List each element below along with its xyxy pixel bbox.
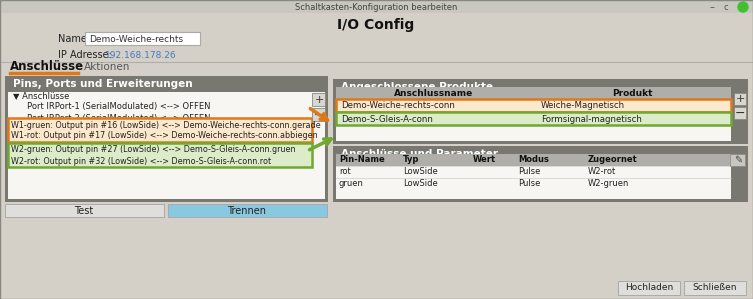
Bar (85, 32, 200, 45)
Text: W2-rot: Output pin #32 (LowSide) <--> Demo-S-Gleis-A-conn.rot: W2-rot: Output pin #32 (LowSide) <--> De… (11, 156, 271, 166)
Text: Formsignal-magnetisch: Formsignal-magnetisch (541, 115, 642, 123)
Text: Anschlüsse und Parameter: Anschlüsse und Parameter (341, 149, 498, 159)
Bar (336, 166, 731, 178)
Bar (734, 93, 746, 105)
Bar (336, 162, 731, 199)
Bar (333, 79, 748, 144)
Text: Zugeornet: Zugeornet (588, 155, 638, 164)
Bar (8, 92, 325, 199)
Text: Pulse: Pulse (518, 179, 541, 188)
Bar (0, 0, 753, 13)
Text: Schließen: Schließen (693, 283, 737, 292)
Bar (336, 178, 731, 190)
Bar (336, 87, 731, 99)
Bar (5, 76, 328, 202)
Text: rot: rot (339, 167, 351, 176)
Bar (730, 154, 745, 166)
Text: W1-gruen: Output pin #16 (LowSide) <--> Demo-Weiche-rechts-conn.gerade: W1-gruen: Output pin #16 (LowSide) <--> … (11, 120, 321, 129)
Text: Pin-Name: Pin-Name (339, 155, 385, 164)
Text: Demo-Weiche-rechts-conn: Demo-Weiche-rechts-conn (341, 101, 455, 111)
Text: Trennen: Trennen (227, 205, 267, 216)
Bar (336, 99, 731, 112)
Bar (312, 108, 325, 121)
Text: LowSide: LowSide (403, 179, 437, 188)
Text: Angeschlossene Produkte: Angeschlossene Produkte (341, 82, 493, 92)
Text: –: – (710, 2, 715, 12)
Text: ▼ Anschlüsse: ▼ Anschlüsse (13, 91, 69, 100)
Text: 192.168.178.26: 192.168.178.26 (105, 51, 177, 60)
Text: Produkt: Produkt (611, 89, 652, 97)
Text: W2-gruen: W2-gruen (588, 179, 630, 188)
Text: Aktionen: Aktionen (84, 62, 130, 72)
Bar (734, 107, 746, 119)
Bar (336, 96, 731, 141)
Text: W1-rot: Output pin #17 (LowSide) <--> Demo-Weiche-rechts-conn.abbiegen: W1-rot: Output pin #17 (LowSide) <--> De… (11, 132, 318, 141)
Text: Name:: Name: (58, 34, 90, 44)
Bar (618, 281, 680, 295)
Text: I/O Config: I/O Config (337, 18, 415, 32)
Text: +: + (314, 95, 324, 105)
Bar (684, 281, 746, 295)
Bar (5, 204, 164, 217)
Text: Hochladen: Hochladen (625, 283, 673, 292)
Bar (336, 112, 731, 125)
Bar (333, 146, 748, 202)
Bar (336, 154, 731, 166)
Bar (8, 143, 312, 167)
Text: Port IRPort-1 (SerialModulated) <--> OFFEN: Port IRPort-1 (SerialModulated) <--> OFF… (27, 103, 211, 112)
Text: ✎: ✎ (734, 155, 742, 165)
Text: Pulse: Pulse (518, 167, 541, 176)
Text: W2-gruen: Output pin #27 (LowSide) <--> Demo-S-Gleis-A-conn.gruen: W2-gruen: Output pin #27 (LowSide) <--> … (11, 146, 295, 155)
Text: Anschlussname: Anschlussname (395, 89, 474, 97)
Text: LED: Output pin #4 (Logic) <--> OFFEN: LED: Output pin #4 (Logic) <--> OFFEN (27, 124, 193, 133)
Bar (168, 204, 327, 217)
Text: Typ: Typ (403, 155, 419, 164)
Bar (8, 118, 312, 142)
Bar (5, 76, 328, 92)
Text: Port IRPort-2 (SerialModulated) <--> OFFEN: Port IRPort-2 (SerialModulated) <--> OFF… (27, 114, 211, 123)
Bar (312, 93, 325, 106)
Text: Test: Test (75, 205, 93, 216)
Text: Weiche-Magnetisch: Weiche-Magnetisch (541, 101, 625, 111)
Text: LowSide: LowSide (403, 167, 437, 176)
Text: Schaltkasten-Konfiguration bearbeiten: Schaltkasten-Konfiguration bearbeiten (295, 2, 457, 11)
Circle shape (738, 2, 748, 12)
Text: Wert: Wert (473, 155, 496, 164)
Text: c: c (724, 2, 729, 11)
Text: gruen: gruen (339, 179, 364, 188)
Text: +: + (736, 94, 745, 104)
Text: Pins, Ports und Erweiterungen: Pins, Ports und Erweiterungen (13, 79, 193, 89)
Text: Demo-S-Gleis-A-conn: Demo-S-Gleis-A-conn (341, 115, 433, 123)
Text: −: − (314, 109, 325, 121)
Text: −: − (735, 106, 745, 120)
Text: W2-rot: W2-rot (588, 167, 616, 176)
Text: IP Adresse:: IP Adresse: (58, 50, 112, 60)
Text: Anschlüsse: Anschlüsse (10, 60, 84, 74)
Text: Modus: Modus (518, 155, 549, 164)
Text: Demo-Weiche-rechts: Demo-Weiche-rechts (89, 34, 183, 43)
